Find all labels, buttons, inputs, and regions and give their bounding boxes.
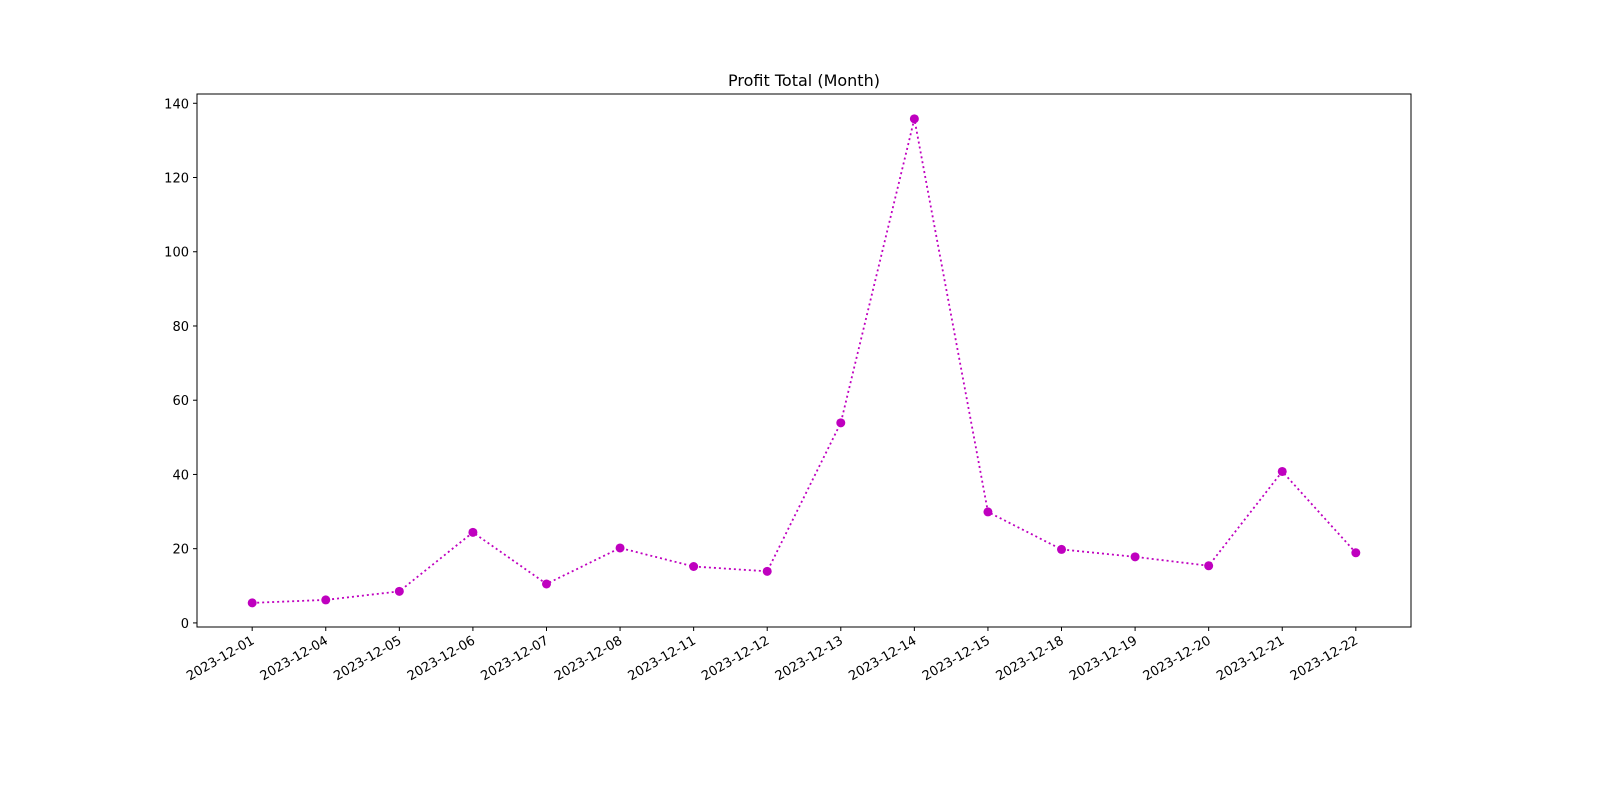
x-tick-label: 2023-12-04 <box>258 633 331 684</box>
chart-title: Profit Total (Month) <box>728 71 880 90</box>
x-tick-label: 2023-12-13 <box>773 633 846 684</box>
y-tick-label: 0 <box>181 617 189 632</box>
x-tick-label: 2023-12-01 <box>184 633 257 684</box>
x-tick-label: 2023-12-22 <box>1288 633 1361 684</box>
x-tick-label: 2023-12-21 <box>1214 633 1287 684</box>
y-tick-label: 140 <box>164 97 189 112</box>
data-point <box>541 579 551 589</box>
data-point <box>762 566 772 576</box>
x-tick-label: 2023-12-11 <box>626 633 699 684</box>
y-tick-label: 80 <box>172 320 189 335</box>
data-line <box>252 118 1357 604</box>
x-tick-label: 2023-12-06 <box>405 633 478 684</box>
data-point <box>909 114 919 124</box>
data-point <box>1351 548 1361 558</box>
data-point <box>1130 552 1140 562</box>
y-tick-label: 120 <box>164 172 189 187</box>
x-tick-label: 2023-12-05 <box>331 633 404 684</box>
x-tick-label: 2023-12-18 <box>994 633 1067 684</box>
data-point <box>321 595 331 605</box>
x-tick-label: 2023-12-19 <box>1067 633 1140 684</box>
data-point <box>468 527 478 537</box>
x-tick-label: 2023-12-07 <box>479 633 552 684</box>
data-point <box>394 586 404 596</box>
y-tick-label: 100 <box>164 246 189 261</box>
data-point <box>836 418 846 428</box>
y-tick-label: 60 <box>172 394 189 409</box>
y-tick-label: 40 <box>172 468 189 483</box>
x-tick-label: 2023-12-14 <box>846 633 919 684</box>
x-tick-label: 2023-12-15 <box>920 633 993 684</box>
data-point <box>1277 466 1287 476</box>
x-tick-label: 2023-12-08 <box>552 633 625 684</box>
data-point <box>689 561 699 571</box>
data-point <box>1057 544 1067 554</box>
data-point <box>1204 561 1214 571</box>
data-point <box>247 598 257 608</box>
data-point <box>983 507 993 517</box>
data-point <box>615 543 625 553</box>
plot-frame <box>196 93 1412 628</box>
x-tick-label: 2023-12-20 <box>1141 633 1214 684</box>
x-tick-label: 2023-12-12 <box>699 633 772 684</box>
y-tick-label: 20 <box>172 543 189 558</box>
